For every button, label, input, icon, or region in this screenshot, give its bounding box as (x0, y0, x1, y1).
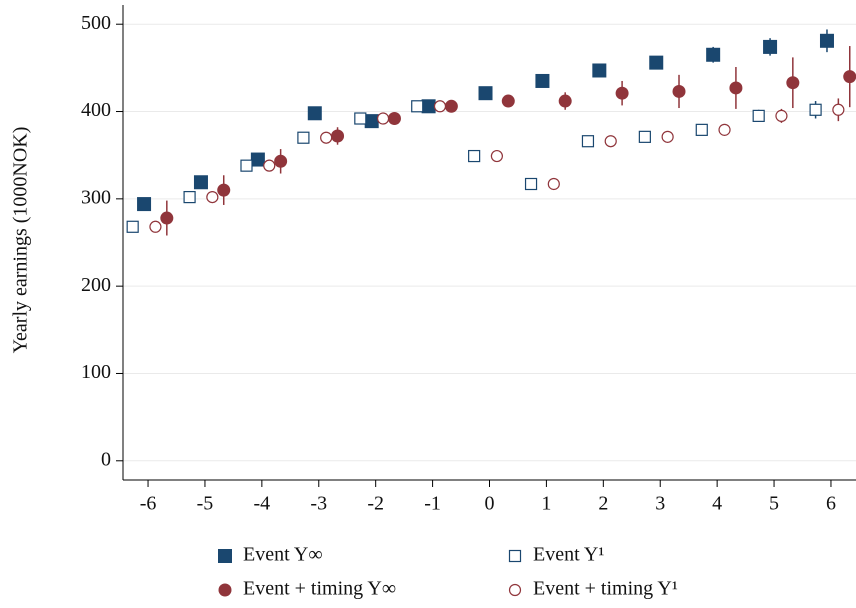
x-tick-label: -4 (254, 493, 271, 515)
point (149, 220, 162, 233)
point (535, 73, 550, 88)
y-tick-label: 400 (81, 99, 111, 121)
point (217, 183, 231, 197)
point (832, 103, 845, 116)
x-tick-label: -5 (197, 493, 214, 515)
y-axis-label: Yearly earnings (1000NOK) (10, 127, 32, 354)
point (137, 197, 152, 212)
legend-label: Event Y∞ (243, 544, 323, 566)
x-tick-label: 2 (598, 493, 608, 515)
point (433, 100, 447, 113)
x-tick-label: 6 (826, 493, 836, 515)
point (843, 70, 856, 84)
point (558, 94, 572, 108)
point (160, 211, 174, 225)
point (706, 47, 721, 62)
x-tick-label: -2 (367, 493, 384, 515)
point (752, 109, 765, 122)
point (661, 130, 674, 143)
legend-marker (508, 583, 522, 597)
x-tick-label: 5 (769, 493, 779, 515)
point (819, 33, 834, 48)
point (615, 86, 629, 100)
point (444, 99, 458, 113)
x-tick-label: 1 (541, 493, 551, 515)
point (501, 94, 515, 108)
x-tick-label: -1 (424, 493, 441, 515)
point (763, 39, 778, 54)
y-tick-label: 200 (81, 274, 111, 296)
x-tick-label: -3 (310, 493, 327, 515)
legend-marker (218, 583, 232, 597)
point (411, 100, 424, 113)
point (376, 112, 390, 125)
point (250, 152, 265, 167)
legend-label: Event Y¹ (533, 544, 604, 566)
point (786, 76, 800, 90)
point (274, 154, 288, 168)
point (490, 149, 503, 163)
point (263, 159, 276, 172)
point (240, 159, 253, 172)
y-tick-label: 500 (81, 12, 111, 34)
x-tick-label: -6 (140, 493, 157, 515)
legend-label: Event + timing Y∞ (243, 578, 396, 600)
point (126, 220, 139, 233)
point (547, 177, 560, 191)
point (354, 112, 367, 125)
point (331, 129, 345, 143)
point (592, 63, 607, 78)
point (193, 175, 208, 190)
point (809, 103, 822, 116)
legend-label: Event + timing Y¹ (533, 578, 678, 600)
x-tick-label: 0 (485, 493, 495, 515)
point (421, 99, 436, 114)
point (581, 135, 595, 148)
point (320, 131, 333, 144)
point (468, 149, 481, 163)
point (695, 123, 708, 136)
x-tick-label: 3 (655, 493, 665, 515)
point (638, 130, 651, 143)
point (206, 190, 219, 204)
point (524, 177, 538, 191)
point (307, 106, 322, 121)
y-tick-label: 100 (81, 361, 111, 383)
y-tick-label: 300 (81, 186, 111, 208)
point (729, 81, 743, 95)
y-tick-label: 0 (101, 448, 111, 470)
point (718, 123, 731, 136)
point (387, 112, 401, 126)
point (672, 84, 686, 98)
legend-marker (508, 549, 522, 563)
x-tick-label: 4 (712, 493, 722, 515)
point (183, 190, 196, 204)
point (297, 131, 310, 144)
point (364, 114, 379, 129)
point (478, 86, 493, 101)
point (604, 135, 617, 148)
point (775, 109, 788, 122)
legend-marker (218, 549, 232, 563)
point (649, 55, 664, 70)
